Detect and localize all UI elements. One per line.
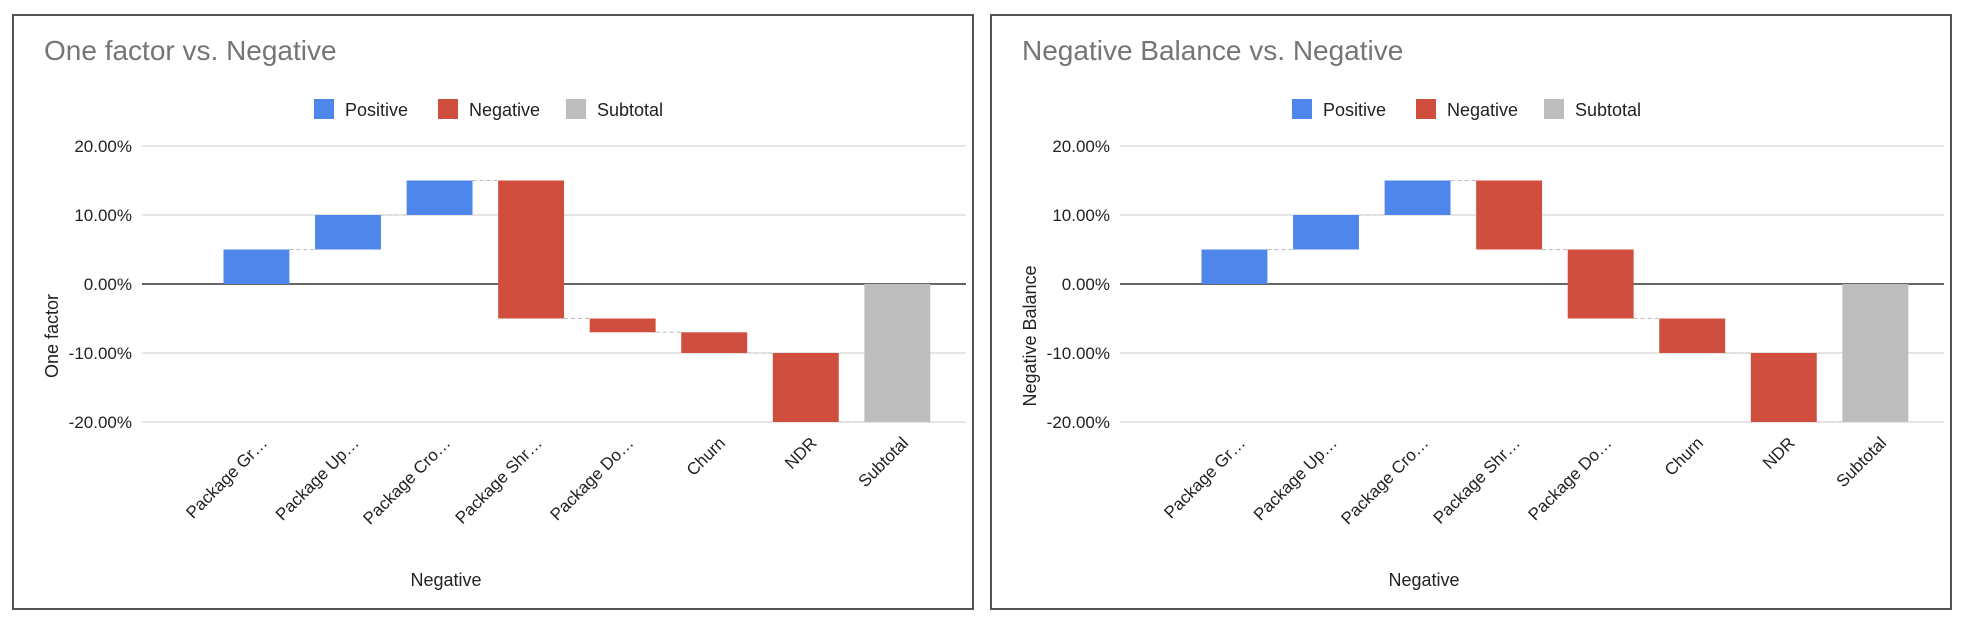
y-axis-title: Negative Balance	[1020, 265, 1040, 406]
x-tick-label: Churn	[683, 433, 729, 479]
x-axis-ticks: Package Gr… Package Up…Package Cro…Packag…	[1160, 433, 1890, 528]
bar-positive	[406, 180, 473, 215]
y-tick-label: 0.00%	[84, 275, 132, 294]
legend: Positive Negative Subtotal	[314, 99, 663, 120]
x-axis-title: Negative	[1388, 570, 1459, 590]
x-tick-label: Churn	[1661, 433, 1707, 479]
bar-negative	[1750, 353, 1817, 422]
bar-subtotal	[1842, 284, 1909, 422]
y-tick-label: -20.00%	[1047, 413, 1110, 432]
x-tick-label: NDR	[781, 433, 820, 472]
y-tick-label: 20.00%	[1052, 137, 1110, 156]
bar-negative	[772, 353, 839, 422]
bar-negative	[1567, 249, 1634, 319]
x-tick-label: Subtotal	[855, 433, 913, 491]
legend-swatch-subtotal	[1544, 99, 1564, 119]
bar-negative	[1476, 180, 1543, 250]
bars	[223, 180, 931, 422]
connectors	[1267, 180, 1843, 423]
y-tick-label: -10.00%	[69, 344, 132, 363]
x-tick-label: Package Shr…	[452, 433, 546, 527]
y-tick-label: -20.00%	[69, 413, 132, 432]
x-tick-label: Package Do…	[1525, 433, 1616, 524]
x-tick-label: Package Gr…	[182, 433, 271, 522]
legend-label-positive: Positive	[1323, 100, 1386, 120]
legend-label-positive: Positive	[345, 100, 408, 120]
bar-negative	[681, 332, 748, 353]
connectors	[289, 180, 865, 423]
bar-positive	[1201, 249, 1268, 284]
x-tick-label: Package Shr…	[1430, 433, 1524, 527]
bars	[1201, 180, 1909, 422]
legend-swatch-subtotal	[566, 99, 586, 119]
legend: Positive Negative Subtotal	[1292, 99, 1641, 120]
legend-swatch-negative	[438, 99, 458, 119]
legend-label-negative: Negative	[1447, 100, 1518, 120]
bar-positive	[315, 215, 381, 250]
x-tick-label: Subtotal	[1833, 433, 1891, 491]
x-axis-title: Negative	[410, 570, 481, 590]
y-tick-label: -10.00%	[1047, 344, 1110, 363]
bar-positive	[1293, 215, 1359, 250]
legend-swatch-negative	[1416, 99, 1436, 119]
legend-label-subtotal: Subtotal	[1575, 100, 1641, 120]
bar-negative	[589, 318, 656, 333]
x-tick-label: Package Gr…	[1160, 433, 1249, 522]
y-tick-label: 0.00%	[1062, 275, 1110, 294]
x-tick-label: Package Up…	[272, 433, 363, 524]
x-tick-label: Package Cro…	[1337, 433, 1432, 528]
bar-negative	[1659, 318, 1726, 353]
chart-title: One factor vs. Negative	[44, 35, 337, 66]
x-tick-label: Package Cro…	[359, 433, 454, 528]
x-tick-label: NDR	[1759, 433, 1798, 472]
x-tick-label: Package Up…	[1250, 433, 1341, 524]
legend-label-subtotal: Subtotal	[597, 100, 663, 120]
waterfall-chart-1: One factor vs. Negative Positive Negativ…	[42, 35, 966, 590]
chart-title: Negative Balance vs. Negative	[1022, 35, 1403, 66]
bar-positive	[223, 249, 290, 284]
y-tick-label: 10.00%	[1052, 206, 1110, 225]
legend-swatch-positive	[314, 99, 334, 119]
x-tick-label: Package Do…	[547, 433, 638, 524]
chart-panel-1: One factor vs. Negative Positive Negativ…	[12, 14, 974, 610]
bar-negative	[498, 180, 565, 319]
y-axis-ticks: 20.00% 10.00% 0.00% -10.00% -20.00%	[69, 137, 132, 432]
x-axis-ticks: Package Gr… Package Up…Package Cro…Packag…	[182, 433, 912, 528]
y-tick-label: 20.00%	[74, 137, 132, 156]
waterfall-chart-2: Negative Balance vs. Negative Positive N…	[1020, 35, 1944, 590]
y-axis-ticks: 20.00% 10.00% 0.00% -10.00% -20.00%	[1047, 137, 1110, 432]
bar-subtotal	[864, 284, 931, 422]
legend-label-negative: Negative	[469, 100, 540, 120]
y-axis-title: One factor	[42, 294, 62, 378]
chart-panel-2: Negative Balance vs. Negative Positive N…	[990, 14, 1952, 610]
bar-positive	[1384, 180, 1451, 215]
legend-swatch-positive	[1292, 99, 1312, 119]
y-tick-label: 10.00%	[74, 206, 132, 225]
